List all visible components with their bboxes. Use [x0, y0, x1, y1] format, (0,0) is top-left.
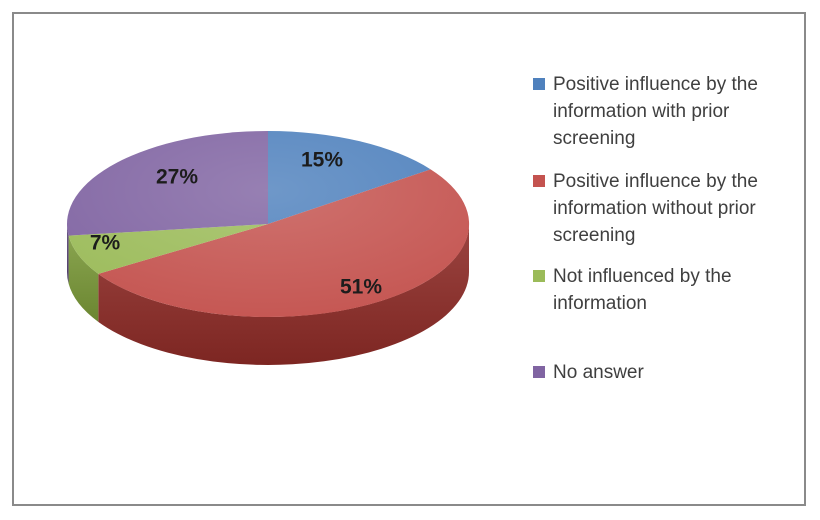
pie-slice-side-1[interactable] — [98, 224, 469, 365]
legend-item-not-influenced[interactable]: Not influenced by the information — [533, 263, 785, 317]
pie-sheen-overlay — [67, 131, 469, 317]
pie-data-label-0: 15% — [301, 149, 343, 172]
legend-label: Not influenced by the information — [553, 266, 732, 314]
legend-swatch-purple — [533, 366, 545, 378]
legend-item-without-prior-screening[interactable]: Positive influence by the information wi… — [533, 168, 785, 249]
legend-item-no-answer[interactable]: No answer — [533, 359, 785, 386]
legend-label: No answer — [553, 362, 644, 383]
pie-slice-side-2[interactable] — [68, 235, 99, 322]
chart-legend: Positive influence by the information wi… — [533, 0, 791, 520]
pie-slice-side-3[interactable] — [66, 224, 69, 284]
pie-data-label-2: 7% — [90, 232, 121, 255]
pie-data-label-3: 27% — [156, 166, 198, 189]
legend-item-prior-screening[interactable]: Positive influence by the information wi… — [533, 71, 785, 152]
legend-swatch-green — [533, 270, 545, 282]
legend-label: Positive influence by the information wi… — [553, 171, 758, 246]
legend-label: Positive influence by the information wi… — [553, 74, 758, 149]
legend-swatch-red — [533, 175, 545, 187]
legend-swatch-blue — [533, 78, 545, 90]
pie-data-label-1: 51% — [340, 276, 382, 299]
